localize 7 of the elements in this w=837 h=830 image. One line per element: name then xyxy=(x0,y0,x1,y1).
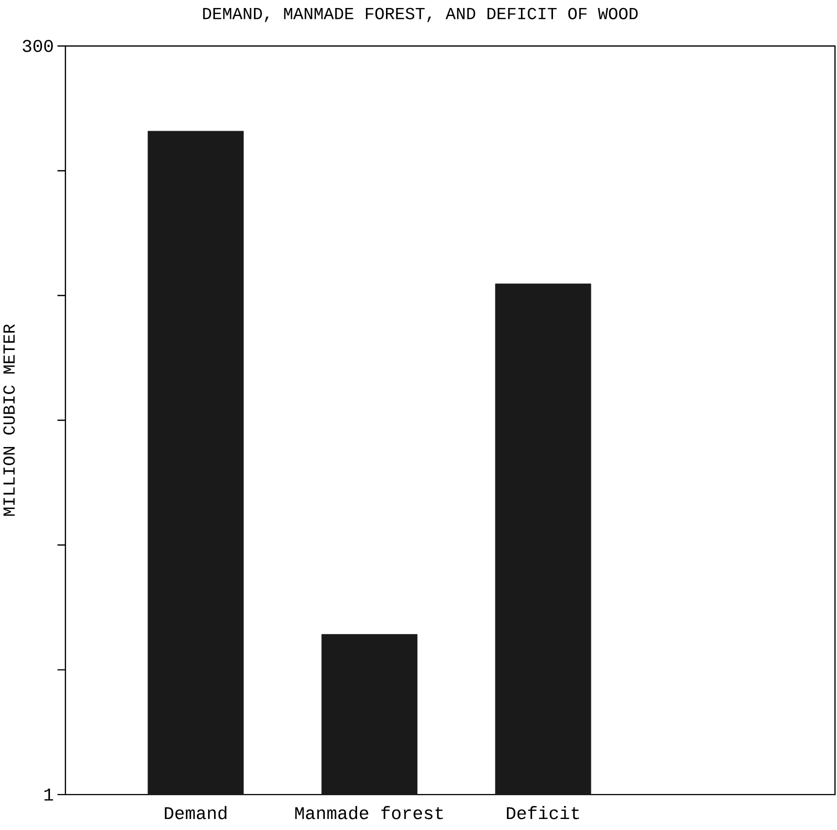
x-tick-label: Manmade forest xyxy=(295,806,443,820)
y-tick-label: 300 xyxy=(22,40,53,52)
y-axis-title: MILLION CUBIC METER xyxy=(3,324,15,516)
x-tick-label: Demand xyxy=(164,806,226,820)
x-tick-label: Deficit xyxy=(506,806,579,820)
y-tick-label: 1 xyxy=(44,788,54,801)
chart-title: DEMAND, MANMADE FOREST, AND DEFICIT OF WOOD xyxy=(203,8,638,22)
